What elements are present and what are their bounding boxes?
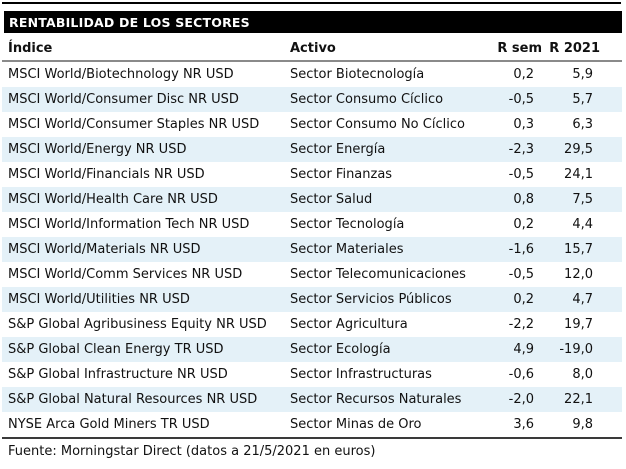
r-2021-cell: 4,4 (544, 212, 622, 237)
r-week-cell: 0,8 (470, 187, 544, 212)
r-week-cell: -1,6 (470, 237, 544, 262)
asset-cell: Sector Infrastructuras (290, 362, 470, 387)
asset-cell: Sector Minas de Oro (290, 412, 470, 438)
index-cell: MSCI World/Consumer Staples NR USD (2, 112, 290, 137)
table-row: MSCI World/Energy NR USD Sector Energía -2… (2, 137, 622, 162)
index-cell: S&P Global Infrastructure NR USD (2, 362, 290, 387)
r-2021-cell: 8,0 (544, 362, 622, 387)
asset-cell: Sector Telecomunicaciones (290, 262, 470, 287)
asset-cell: Sector Consumo No Cíclico (290, 112, 470, 137)
table-row: MSCI World/Comm Services NR USD Sector Te… (2, 262, 622, 287)
table-row: S&P Global Clean Energy TR USD Sector Eco… (2, 337, 622, 362)
table-row: MSCI World/Biotechnology NR USD Sector Bi… (2, 61, 622, 87)
index-cell: S&P Global Clean Energy TR USD (2, 337, 290, 362)
column-header-r-sem: R sem (470, 36, 544, 62)
column-header-activo: Activo (290, 36, 470, 62)
table-row: MSCI World/Financials NR USD Sector Finan… (2, 162, 622, 187)
r-2021-cell: 7,5 (544, 187, 622, 212)
r-week-cell: 0,2 (470, 212, 544, 237)
section-title-bar: RENTABILIDAD DE LOS SECTORES (4, 11, 622, 33)
index-cell: S&P Global Natural Resources NR USD (2, 387, 290, 412)
table-row: MSCI World/Information Tech NR USD Sector… (2, 212, 622, 237)
r-2021-cell: 6,3 (544, 112, 622, 137)
index-cell: MSCI World/Biotechnology NR USD (2, 61, 290, 87)
r-week-cell: -0,6 (470, 362, 544, 387)
asset-cell: Sector Ecología (290, 337, 470, 362)
r-2021-cell: 29,5 (544, 137, 622, 162)
section-title: RENTABILIDAD DE LOS SECTORES (9, 14, 250, 30)
asset-cell: Sector Salud (290, 187, 470, 212)
index-cell: MSCI World/Utilities NR USD (2, 287, 290, 312)
r-2021-cell: 24,1 (544, 162, 622, 187)
table-row: MSCI World/Materials NR USD Sector Materi… (2, 237, 622, 262)
asset-cell: Sector Finanzas (290, 162, 470, 187)
sector-returns-table: Índice Activo R sem R 2021 MSCI World/Bi… (2, 36, 622, 439)
r-week-cell: -0,5 (470, 87, 544, 112)
table-row: S&P Global Agribusiness Equity NR USD Sec… (2, 312, 622, 337)
index-cell: MSCI World/Financials NR USD (2, 162, 290, 187)
index-cell: MSCI World/Health Care NR USD (2, 187, 290, 212)
r-week-cell: 0,3 (470, 112, 544, 137)
asset-cell: Sector Tecnología (290, 212, 470, 237)
asset-cell: Sector Agricultura (290, 312, 470, 337)
column-header-indice: Índice (2, 36, 290, 62)
r-2021-cell: 5,7 (544, 87, 622, 112)
table-row: MSCI World/Health Care NR USD Sector Salu… (2, 187, 622, 212)
asset-cell: Sector Servicios Públicos (290, 287, 470, 312)
index-cell: MSCI World/Energy NR USD (2, 137, 290, 162)
table-row: S&P Global Natural Resources NR USD Secto… (2, 387, 622, 412)
top-divider (2, 2, 621, 4)
asset-cell: Sector Biotecnología (290, 61, 470, 87)
r-week-cell: -0,5 (470, 262, 544, 287)
r-2021-cell: 22,1 (544, 387, 622, 412)
table-body: MSCI World/Biotechnology NR USD Sector Bi… (2, 61, 622, 438)
r-week-cell: 3,6 (470, 412, 544, 438)
r-week-cell: -2,0 (470, 387, 544, 412)
r-2021-cell: 4,7 (544, 287, 622, 312)
index-cell: S&P Global Agribusiness Equity NR USD (2, 312, 290, 337)
asset-cell: Sector Materiales (290, 237, 470, 262)
r-week-cell: -0,5 (470, 162, 544, 187)
table-row: NYSE Arca Gold Miners TR USD Sector Minas… (2, 412, 622, 438)
index-cell: MSCI World/Consumer Disc NR USD (2, 87, 290, 112)
index-cell: MSCI World/Materials NR USD (2, 237, 290, 262)
table-row: MSCI World/Utilities NR USD Sector Servic… (2, 287, 622, 312)
column-header-r-2021: R 2021 (544, 36, 622, 62)
index-cell: MSCI World/Comm Services NR USD (2, 262, 290, 287)
r-week-cell: 0,2 (470, 287, 544, 312)
asset-cell: Sector Consumo Cíclico (290, 87, 470, 112)
index-cell: MSCI World/Information Tech NR USD (2, 212, 290, 237)
r-week-cell: -2,2 (470, 312, 544, 337)
r-week-cell: 0,2 (470, 61, 544, 87)
r-2021-cell: 15,7 (544, 237, 622, 262)
table-row: S&P Global Infrastructure NR USD Sector I… (2, 362, 622, 387)
asset-cell: Sector Energía (290, 137, 470, 162)
table-header: Índice Activo R sem R 2021 (2, 36, 622, 62)
r-2021-cell: 9,8 (544, 412, 622, 438)
asset-cell: Sector Recursos Naturales (290, 387, 470, 412)
source-note: Fuente: Morningstar Direct (datos a 21/5… (8, 444, 376, 459)
r-week-cell: -2,3 (470, 137, 544, 162)
r-2021-cell: 5,9 (544, 61, 622, 87)
r-2021-cell: 12,0 (544, 262, 622, 287)
index-cell: NYSE Arca Gold Miners TR USD (2, 412, 290, 438)
r-2021-cell: 19,7 (544, 312, 622, 337)
r-week-cell: 4,9 (470, 337, 544, 362)
table-row: MSCI World/Consumer Staples NR USD Sector… (2, 112, 622, 137)
table-header-row: Índice Activo R sem R 2021 (2, 36, 622, 62)
r-2021-cell: -19,0 (544, 337, 622, 362)
table-row: MSCI World/Consumer Disc NR USD Sector Co… (2, 87, 622, 112)
